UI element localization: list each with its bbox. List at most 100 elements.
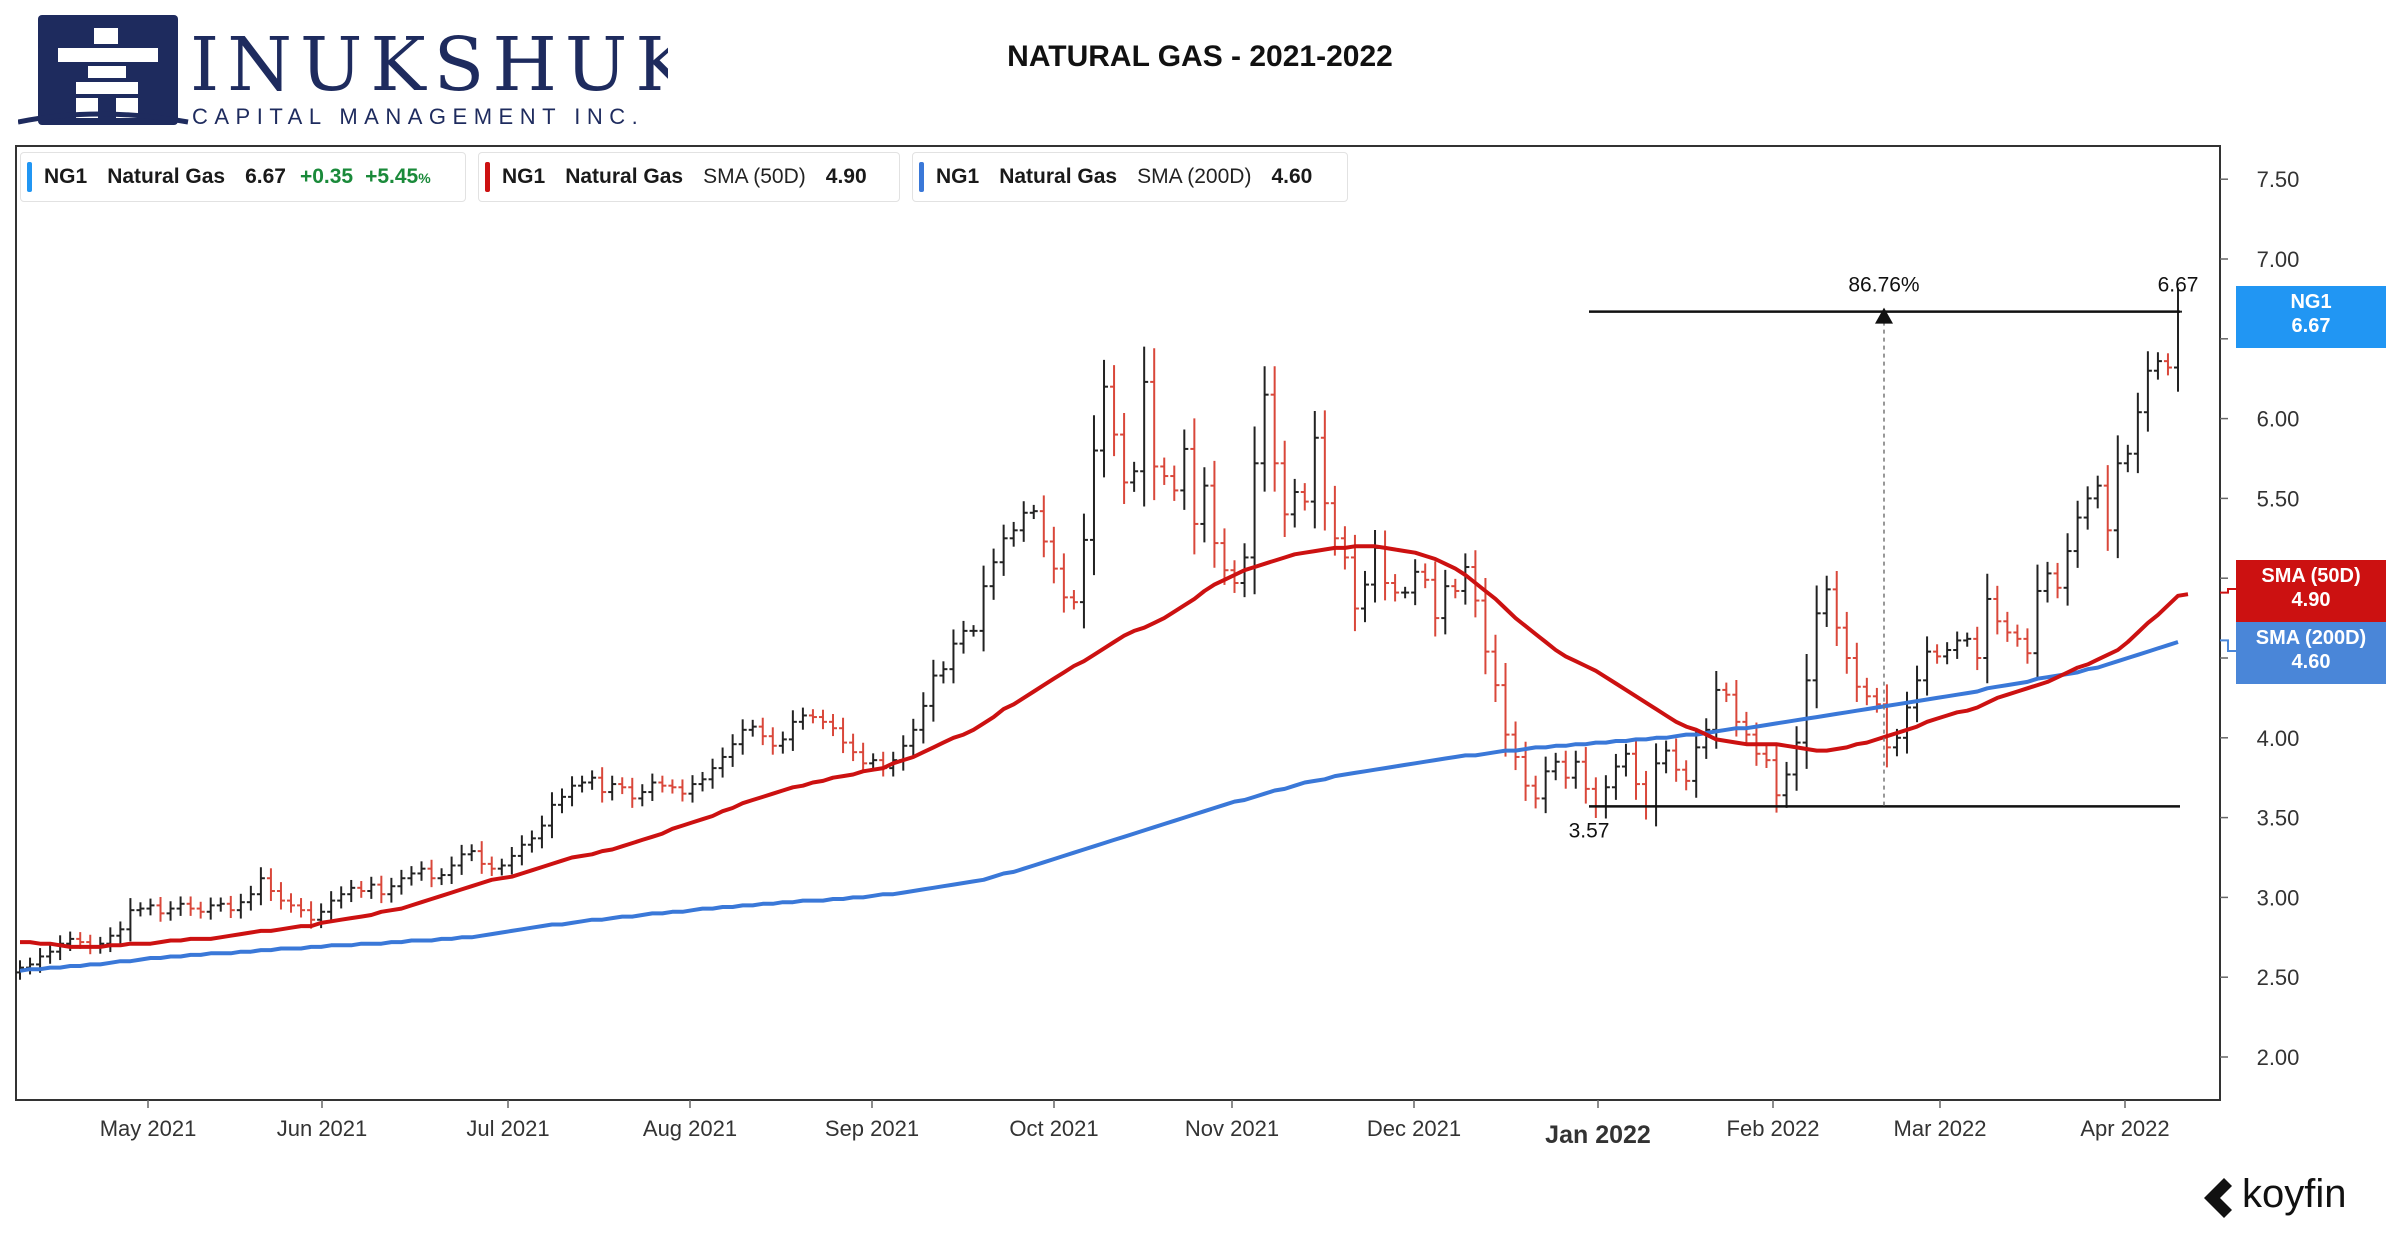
low-value-label: 3.57: [1569, 819, 1610, 842]
price-tag-value: 6.67: [2291, 315, 2331, 337]
ohlc-bar: [327, 891, 336, 922]
ohlc-bar: [979, 565, 988, 652]
ohlc-bar: [447, 856, 456, 884]
ohlc-bar: [236, 893, 245, 919]
ohlc-bar: [859, 742, 868, 773]
ohlc-bar: [397, 869, 406, 895]
ohlc-bar: [698, 771, 707, 792]
ohlc-bar: [598, 767, 607, 803]
ohlc-bar: [1652, 743, 1661, 827]
ohlc-bar: [2163, 353, 2172, 376]
legend-name: Natural Gas: [565, 165, 684, 188]
y-tick-label: 2.00: [2257, 1045, 2300, 1070]
sma-50-line: [20, 544, 2189, 949]
ohlc-bar: [206, 897, 215, 920]
ohlc-bar: [788, 710, 797, 751]
legend-study: SMA (200D): [1137, 165, 1252, 188]
sma-200-line: [19, 640, 2179, 973]
range-change-label: 86.76%: [1848, 274, 1919, 297]
ohlc-bar: [166, 901, 175, 921]
ohlc-bar: [588, 770, 597, 790]
ohlc-bar: [1551, 752, 1560, 781]
ohlc-bar: [437, 868, 446, 886]
ohlc-bar: [1280, 440, 1289, 537]
x-axis: May 2021 Jun 2021 Jul 2021 Aug 2021 Sep 2021…: [100, 1100, 2170, 1149]
ohlc-bar: [768, 727, 777, 755]
ohlc-bar: [297, 898, 306, 918]
ohlc-bar: [1441, 569, 1450, 635]
ohlc-bar: [407, 866, 416, 886]
ohlc-bar: [558, 788, 567, 814]
y-tick-label: 6.00: [2257, 407, 2300, 432]
ohlc-bar: [547, 792, 556, 839]
ohlc-bar: [1421, 563, 1430, 589]
ohlc-bar: [638, 784, 647, 807]
ohlc-bar: [427, 859, 436, 888]
ohlc-bar: [1631, 738, 1640, 800]
ohlc-bar: [1190, 418, 1199, 555]
price-tag-sma50: SMA (50D) 4.90: [2236, 560, 2386, 622]
price-tag-sma200: SMA (200D) 4.60: [2236, 622, 2386, 684]
chart-title: NATURAL GAS - 2021-2022: [1007, 40, 1393, 73]
ohlc-bar: [1501, 663, 1510, 757]
ohlc-bar: [1401, 586, 1410, 599]
legend-change-pct: +5.45%: [365, 165, 431, 188]
legend-sma200[interactable]: NG1 Natural Gas SMA (200D) 4.60: [912, 152, 1348, 202]
ohlc-bar: [959, 620, 968, 654]
x-tick-label: May 2021: [100, 1116, 197, 1141]
ohlc-bar: [156, 897, 165, 922]
ohlc-bar: [1943, 642, 1952, 665]
legend-sma50[interactable]: NG1 Natural Gas SMA (50D) 4.90: [478, 152, 900, 202]
ohlc-bar: [879, 751, 888, 777]
ohlc-bar: [1812, 585, 1821, 709]
ohlc-bar: [1491, 634, 1500, 702]
ohlc-bar: [287, 893, 296, 913]
ohlc-bar: [1029, 504, 1038, 520]
ohlc-bar: [1019, 501, 1028, 542]
ohlc-bar: [1210, 460, 1219, 568]
ohlc-bar: [1481, 577, 1490, 675]
ohlc-bar: [1150, 348, 1159, 501]
legend-value: 4.60: [1271, 165, 1313, 188]
ohlc-bar: [808, 709, 817, 724]
ohlc-bar: [1360, 570, 1369, 623]
ohlc-bar: [989, 548, 998, 600]
legend-value: 4.90: [825, 165, 867, 188]
x-tick-label: Jun 2021: [277, 1116, 368, 1141]
legend-ng1[interactable]: NG1 Natural Gas 6.67 +0.35 +5.45%: [20, 152, 466, 202]
ohlc-bar: [276, 882, 285, 910]
legend-name: Natural Gas: [107, 165, 226, 188]
ohlc-bar: [1521, 741, 1530, 801]
ohlc-bar: [969, 625, 978, 637]
legend-color-bar: [485, 162, 490, 192]
plot-area[interactable]: [15, 145, 2221, 1101]
ohlc-bar: [1160, 457, 1169, 485]
legend-name: Natural Gas: [999, 165, 1118, 188]
ohlc-bar: [1330, 485, 1339, 556]
ohlc-bar: [2063, 533, 2072, 606]
legend-value: 6.67: [245, 165, 286, 188]
ohlc-bar: [176, 896, 185, 916]
ohlc-bar: [487, 856, 496, 876]
price-tag-value: 4.60: [2291, 651, 2331, 673]
ohlc-bar: [387, 877, 396, 903]
ohlc-bar: [477, 841, 486, 874]
sma-lines: [19, 544, 2236, 973]
ohlc-bar: [919, 692, 928, 744]
ohlc-bar: [1059, 553, 1068, 613]
ohlc-bar: [2043, 561, 2052, 603]
x-tick-label: Oct 2021: [1009, 1116, 1098, 1141]
ohlc-bar: [1832, 570, 1841, 647]
ohlc-bar: [678, 779, 687, 802]
ohlc-bar: [1069, 590, 1078, 610]
ohlc-bar: [457, 844, 466, 875]
x-tick-label: Sep 2021: [825, 1116, 919, 1141]
ohlc-bar: [1110, 365, 1119, 457]
ohlc-bar: [347, 879, 356, 903]
ohlc-bar: [1140, 346, 1149, 507]
x-tick-label: Aug 2021: [643, 1116, 737, 1141]
ohlc-bar: [1802, 654, 1811, 769]
ohlc-bar: [1571, 750, 1580, 789]
ohlc-bar: [2123, 444, 2132, 473]
